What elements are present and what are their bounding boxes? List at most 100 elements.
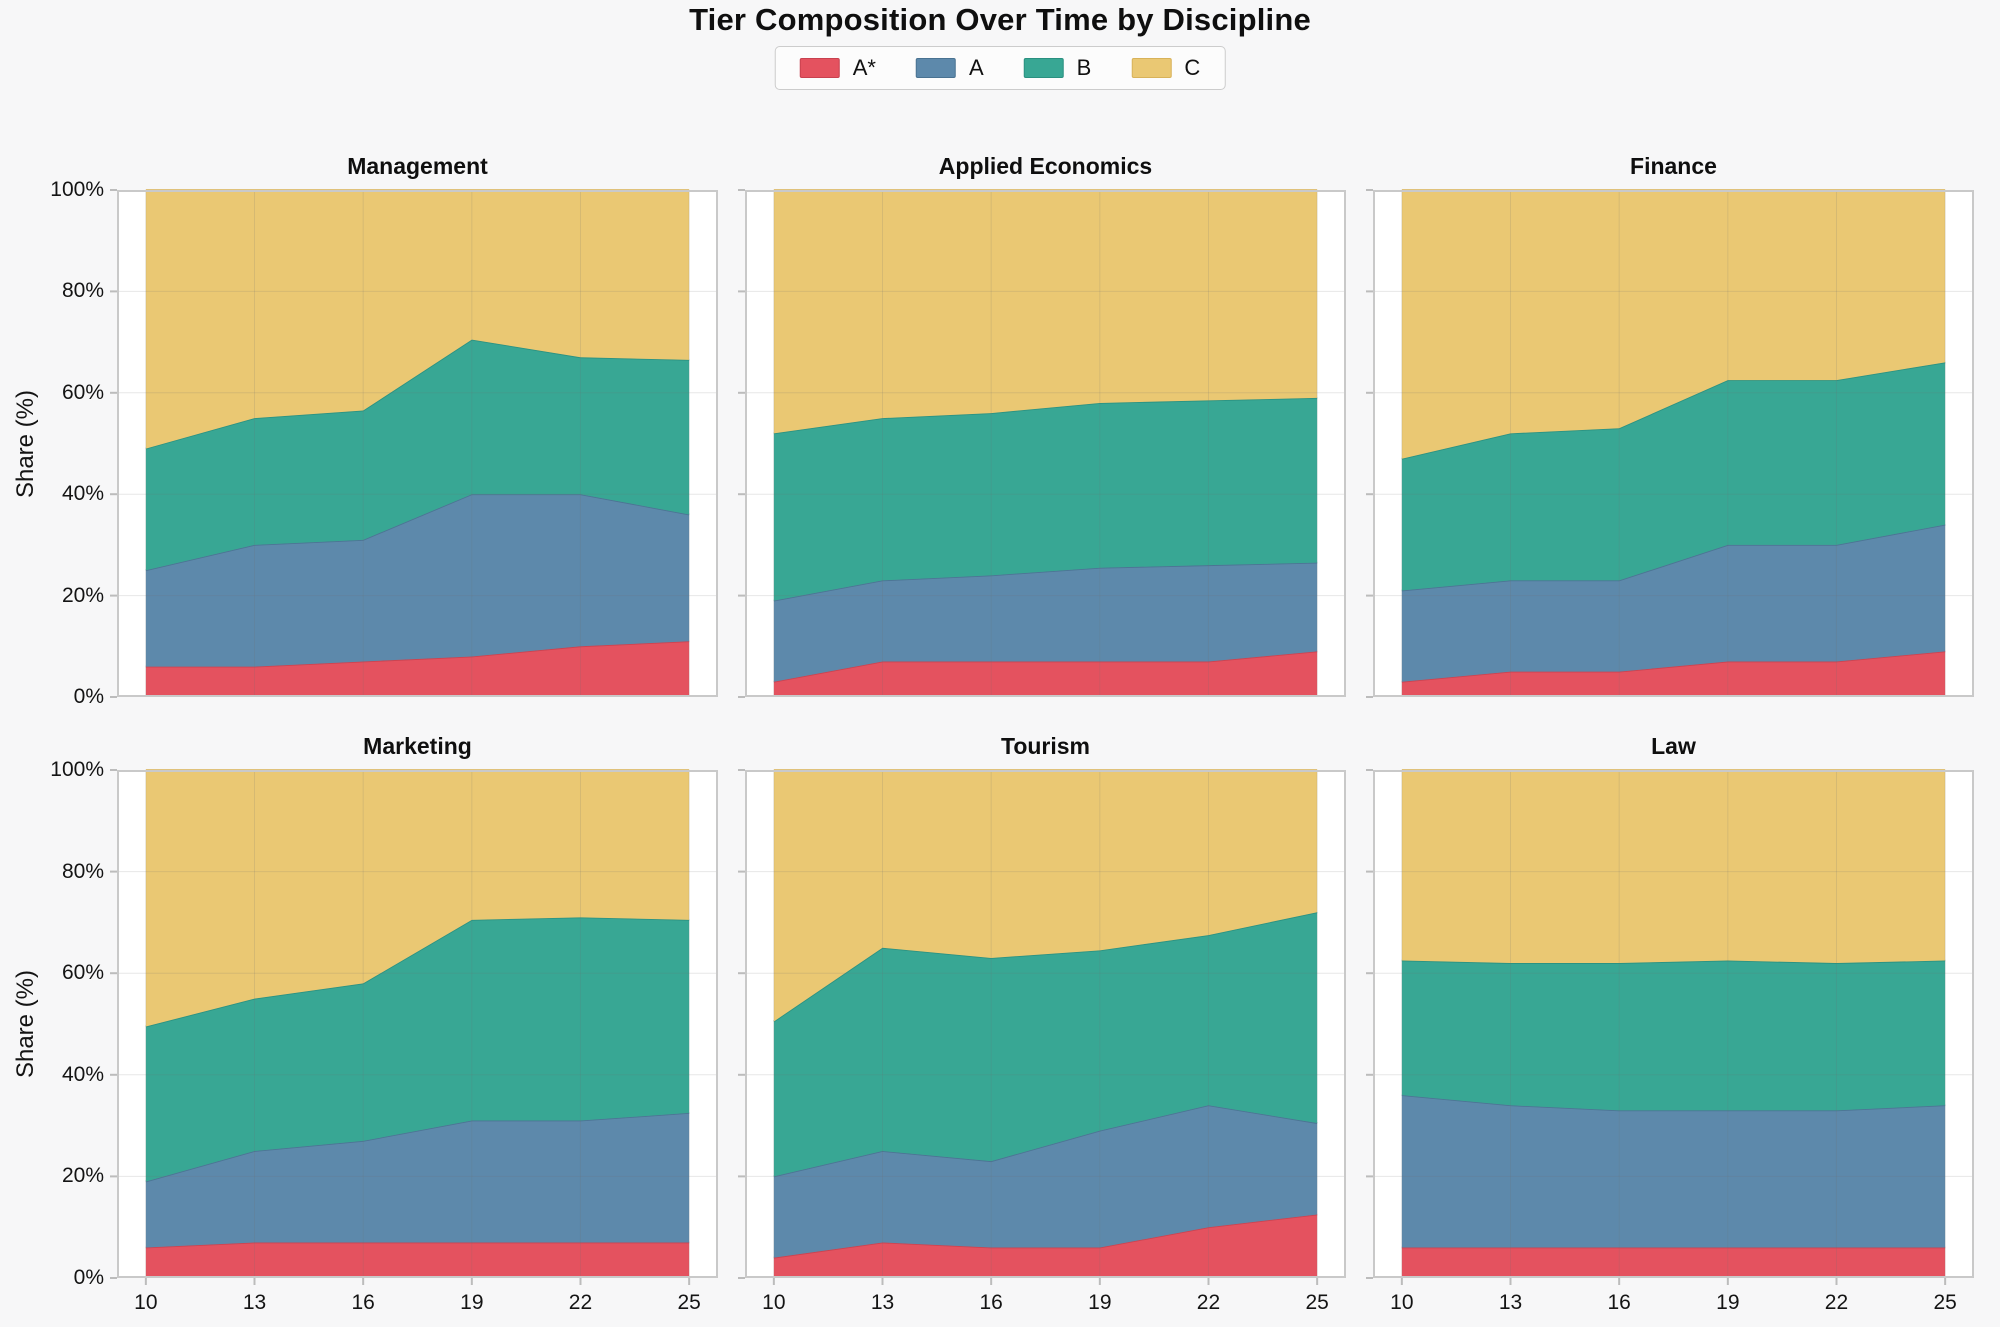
area-band-a-star [1401,651,1946,697]
x-tick-label: 13 [242,1291,267,1314]
axes-spine [1373,190,1974,697]
y-tick-label: 100% [50,178,104,201]
area-band-c [773,190,1318,434]
x-tick-label: 10 [762,1291,786,1314]
area-band-c [145,770,690,1027]
y-tick-label: 80% [61,279,104,303]
y-tick-label: 0% [73,1266,104,1289]
area-band-c [145,190,690,449]
area-edge-a [773,561,1318,602]
y-tick-label: 60% [61,961,104,985]
area-edge-b [1401,959,1946,964]
x-tick-label: 16 [979,1291,1003,1314]
area-band-a [145,494,690,667]
area-edge-a-star [773,1213,1318,1259]
x-tick-label: 10 [134,1291,158,1314]
subplot-title: Tourism [1000,733,1091,759]
legend-swatch-a-star [799,58,840,78]
area-band-a [1401,524,1946,682]
x-tick-label: 16 [351,1291,375,1314]
area-band-b [1401,362,1946,591]
subplot-marketing: Marketing 0% 20% 40% 60% 80% 100% 10 13 16 19 22 25 [50,733,718,1314]
area-edge-a [145,493,690,572]
legend-label: A [968,55,984,80]
axes-spine [745,190,1346,697]
subplot-title: Management [347,153,488,179]
legend-item-a: A [915,55,984,81]
y-tick-label: 20% [61,583,104,607]
subplot-management: Management 0% 20% 40% 60% 80% 100% [50,153,718,708]
y-tick-label: 20% [61,1164,104,1188]
area-band-a-star [773,1214,1318,1278]
x-tick-label: 25 [1305,1291,1329,1314]
x-tick-label: 13 [870,1291,895,1314]
area-band-a [1401,1095,1946,1248]
x-tick-label: 19 [1716,1291,1740,1314]
y-tick-label: 40% [61,1062,104,1086]
subplot-title: Marketing [363,733,472,759]
chart-svg-management [110,189,718,698]
area-band-a-star [145,641,690,697]
area-band-a-star [145,1242,690,1278]
plot-area: 10 13 16 19 22 25 [738,769,1346,1314]
legend-item-b: B [1023,55,1092,81]
area-band-a [773,1105,1318,1258]
area-edge-b [773,396,1318,435]
subplot-title: Law [1651,733,1696,759]
x-tick-label: 22 [1824,1291,1849,1314]
subplot-finance: Finance [1366,153,1974,698]
area-band-a [773,562,1318,682]
legend-swatch-a [915,58,956,78]
y-tick-label: 80% [61,859,104,883]
y-tick-label: 60% [61,380,104,404]
x-tick-label: 22 [1196,1291,1221,1314]
area-band-a-star [773,651,1318,697]
area-band-a [145,1112,690,1248]
plot-area: 0% 20% 40% 60% 80% 100% 10 13 16 19 22 25 [50,758,718,1314]
area-edge-a [773,1104,1318,1178]
plot-area: 0% 20% 40% 60% 80% 100% [50,178,718,708]
area-band-a-star [1401,1247,1946,1278]
legend-swatch-c [1131,58,1172,78]
area-band-b [773,397,1318,601]
chart-svg-applied-economics [738,189,1346,698]
x-tick-label: 19 [460,1291,484,1314]
x-tick-label: 10 [1390,1291,1414,1314]
area-band-b [145,917,690,1182]
chart-svg-finance [1366,189,1974,698]
legend: A* A B C [774,46,1226,90]
axes-spine [117,190,718,697]
area-edge-a [1401,523,1946,592]
area-band-b [1401,960,1946,1111]
subplot-applied-economics: Applied Economics [738,153,1346,698]
y-tick-label: 100% [50,758,104,781]
axes-spine [117,770,718,1278]
chart-svg-marketing [110,769,718,1285]
area-edge-b [773,911,1318,1023]
legend-swatch-b [1023,58,1064,78]
x-tick-label: 22 [568,1291,593,1314]
legend-item-c: C [1131,55,1200,81]
x-tick-label: 16 [1607,1291,1631,1314]
area-band-c [773,770,1318,1022]
area-band-c [1401,190,1946,459]
chart-main-title: Tier Composition Over Time by Discipline [689,2,1311,37]
subplot-law: Law 10 13 16 19 22 25 [1366,733,1974,1314]
chart-svg-law [1366,769,1974,1285]
subplot-title: Finance [1630,153,1717,179]
chart-svg-tourism [738,769,1346,1285]
area-band-c [1401,770,1946,964]
y-axis-label-row-1: Share (%) [12,389,39,499]
x-tick-label: 25 [1933,1291,1957,1314]
legend-label: C [1184,55,1201,80]
subplot-title: Applied Economics [938,153,1153,179]
axes-spine [1373,770,1974,1278]
plot-area: 10 13 16 19 22 25 [1366,769,1974,1314]
x-tick-label: 19 [1088,1291,1112,1314]
legend-item-a-star: A* [799,55,876,81]
axes-spine [745,770,1346,1278]
legend-label: B [1076,55,1092,80]
y-tick-label: 0% [73,685,104,708]
area-band-b [145,339,690,571]
